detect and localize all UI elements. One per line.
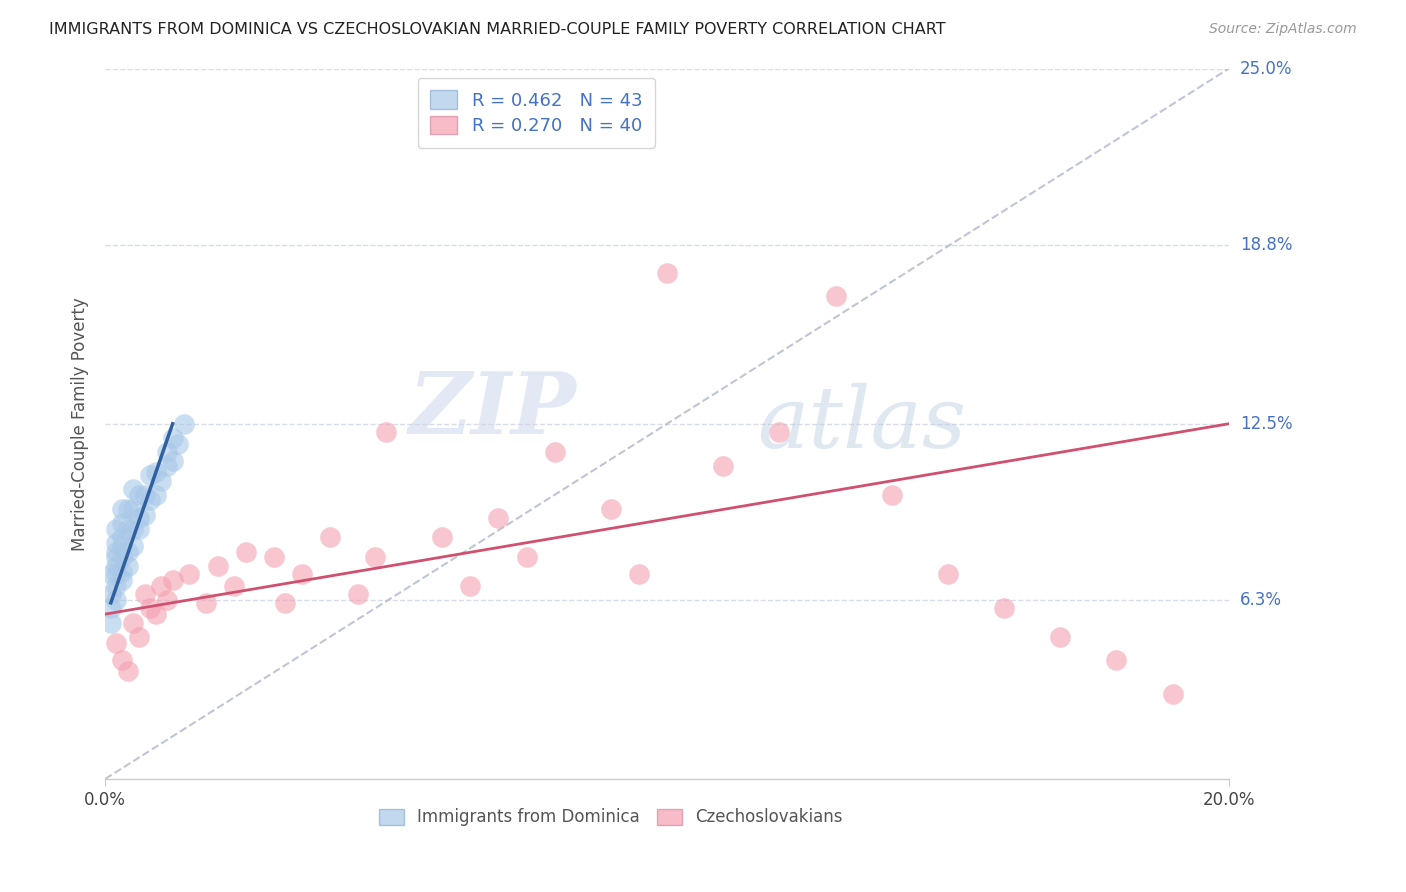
Point — [111, 565, 134, 579]
Point — [117, 558, 139, 573]
Point — [347, 587, 370, 601]
Point — [105, 567, 128, 582]
Point — [111, 530, 134, 544]
Point — [364, 550, 387, 565]
Point — [117, 664, 139, 678]
Point — [173, 417, 195, 431]
Point — [156, 593, 179, 607]
Point — [235, 544, 257, 558]
Point — [224, 579, 246, 593]
Point — [319, 530, 342, 544]
Point — [128, 522, 150, 536]
Point — [117, 522, 139, 536]
Text: Source: ZipAtlas.com: Source: ZipAtlas.com — [1209, 22, 1357, 37]
Point — [139, 601, 162, 615]
Point — [1105, 652, 1128, 666]
Point — [291, 567, 314, 582]
Point — [375, 425, 398, 440]
Point — [179, 567, 201, 582]
Point — [145, 607, 167, 621]
Point — [195, 596, 218, 610]
Text: 6.3%: 6.3% — [1240, 591, 1282, 609]
Point — [122, 482, 145, 496]
Point — [128, 488, 150, 502]
Point — [128, 630, 150, 644]
Text: atlas: atlas — [756, 383, 966, 465]
Point — [122, 615, 145, 630]
Point — [111, 652, 134, 666]
Point — [134, 587, 156, 601]
Point — [117, 502, 139, 516]
Point — [145, 488, 167, 502]
Point — [122, 539, 145, 553]
Point — [824, 289, 846, 303]
Point — [162, 453, 184, 467]
Point — [432, 530, 454, 544]
Point — [105, 635, 128, 649]
Point — [111, 516, 134, 531]
Y-axis label: Married-Couple Family Poverty: Married-Couple Family Poverty — [72, 297, 89, 550]
Text: 12.5%: 12.5% — [1240, 415, 1292, 433]
Point — [156, 459, 179, 474]
Point — [139, 493, 162, 508]
Point — [263, 550, 285, 565]
Point — [460, 579, 482, 593]
Point — [207, 558, 229, 573]
Point — [134, 488, 156, 502]
Text: 25.0%: 25.0% — [1240, 60, 1292, 78]
Point — [105, 550, 128, 565]
Point — [105, 558, 128, 573]
Text: 18.8%: 18.8% — [1240, 235, 1292, 253]
Point — [128, 510, 150, 524]
Point — [768, 425, 790, 440]
Point — [105, 544, 128, 558]
Point — [105, 593, 128, 607]
Point — [134, 508, 156, 522]
Point — [117, 544, 139, 558]
Point — [274, 596, 297, 610]
Point — [516, 550, 538, 565]
Point — [111, 550, 134, 565]
Point — [1049, 630, 1071, 644]
Point — [111, 573, 134, 587]
Point — [627, 567, 650, 582]
Point — [599, 502, 621, 516]
Point — [145, 465, 167, 479]
Point — [111, 502, 134, 516]
Point — [150, 474, 173, 488]
Text: IMMIGRANTS FROM DOMINICA VS CZECHOSLOVAKIAN MARRIED-COUPLE FAMILY POVERTY CORREL: IMMIGRANTS FROM DOMINICA VS CZECHOSLOVAK… — [49, 22, 946, 37]
Point — [100, 615, 122, 630]
Point — [122, 522, 145, 536]
Point — [880, 488, 903, 502]
Point — [100, 601, 122, 615]
Point — [105, 579, 128, 593]
Point — [993, 601, 1015, 615]
Point — [711, 459, 734, 474]
Point — [100, 587, 122, 601]
Point — [100, 567, 122, 582]
Point — [105, 522, 128, 536]
Point — [156, 445, 179, 459]
Point — [655, 266, 678, 280]
Point — [1161, 687, 1184, 701]
Point — [111, 539, 134, 553]
Point — [543, 445, 565, 459]
Point — [150, 579, 173, 593]
Point — [167, 436, 190, 450]
Point — [488, 510, 510, 524]
Text: ZIP: ZIP — [409, 368, 576, 451]
Legend: Immigrants from Dominica, Czechoslovakians: Immigrants from Dominica, Czechoslovakia… — [371, 800, 851, 835]
Point — [122, 502, 145, 516]
Point — [162, 431, 184, 445]
Point — [105, 536, 128, 550]
Point — [162, 573, 184, 587]
Point — [139, 467, 162, 482]
Point — [936, 567, 959, 582]
